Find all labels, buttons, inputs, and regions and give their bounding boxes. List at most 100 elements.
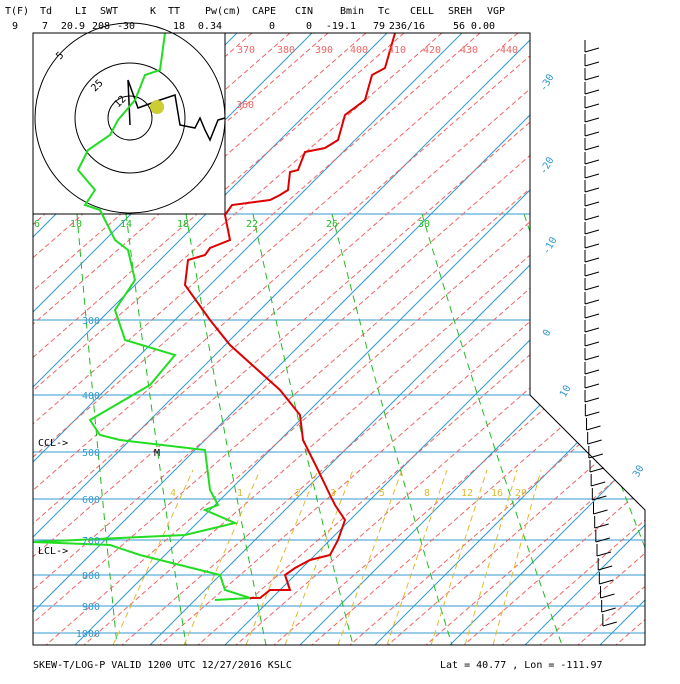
barb-flag — [596, 551, 612, 557]
header-label: Td — [40, 6, 52, 17]
pressure-label: 700 — [82, 536, 100, 547]
header-value: 20.9 — [61, 21, 85, 32]
isotherm — [33, 33, 463, 645]
moist-adiabat — [76, 213, 118, 645]
dry-adiabat — [615, 33, 645, 645]
header-value: 208 — [92, 21, 110, 32]
barb-flag — [584, 355, 600, 361]
dry-adiabat — [501, 33, 645, 645]
dry-adiabat — [159, 33, 645, 645]
barb-flag — [598, 565, 613, 571]
barb-flag — [584, 103, 600, 109]
barb-flag — [584, 173, 600, 179]
barb-flag — [601, 607, 616, 613]
theta-label: 410 — [388, 45, 406, 56]
theta-label: 370 — [237, 45, 255, 56]
moist-adiabat — [421, 213, 563, 645]
barb-flag — [602, 621, 617, 627]
barb-flag — [588, 453, 603, 459]
header-label: Bmin — [340, 6, 364, 17]
dry-adiabat — [33, 33, 405, 645]
barb-flag — [584, 201, 600, 207]
header-label: LI — [75, 6, 87, 17]
barb-flag — [599, 579, 614, 585]
dry-adiabat — [425, 33, 645, 645]
header-value: 56 — [453, 21, 465, 32]
isotherm-label: 30 — [631, 464, 647, 480]
header-label: SWT — [100, 6, 118, 17]
dry-adiabat — [654, 33, 680, 645]
header-label: CAPE — [252, 6, 276, 17]
moist-label: 10 — [70, 219, 82, 230]
header-label: K — [150, 6, 156, 17]
moist-label: 30 — [418, 219, 430, 230]
isotherm — [374, 33, 645, 645]
mixing-line — [430, 469, 488, 645]
pressure-label: 300 — [82, 316, 100, 327]
barb-flag — [584, 61, 600, 67]
isotherm — [33, 33, 388, 645]
header-label: VGP — [487, 6, 505, 17]
barb-flag — [584, 131, 600, 137]
dewpoint-profile — [32, 32, 251, 601]
wind-barbs — [584, 40, 617, 627]
mixing-label: 16 — [491, 488, 503, 499]
isotherm — [149, 33, 645, 645]
moist-adiabat — [252, 213, 354, 645]
barb-flag — [584, 215, 600, 221]
barb-flag — [584, 117, 600, 123]
barb-flag — [584, 383, 600, 389]
dry-adiabat — [83, 33, 645, 645]
mixing-line — [183, 469, 261, 645]
mixing-label: 4 — [170, 488, 176, 499]
theta-label: 440 — [500, 45, 518, 56]
barb-flag — [592, 495, 607, 501]
header-label: Pw(cm) — [205, 6, 241, 17]
header-value: 0.34 — [198, 21, 222, 32]
isotherm-label: -20 — [538, 155, 557, 176]
isotherm — [224, 33, 645, 645]
header-label: Tc — [378, 6, 390, 17]
isotherm-label: 0 — [541, 328, 554, 339]
header-value: 79 — [373, 21, 385, 32]
footer-title: SKEW-T/LOG-P VALID 1200 UTC 12/27/2016 K… — [33, 660, 292, 671]
header-value: 18 — [173, 21, 185, 32]
header-value: 236/16 — [389, 21, 425, 32]
border — [32, 32, 646, 646]
mixing-label: 5 — [379, 488, 385, 499]
dry-adiabat — [33, 33, 443, 645]
barb-flag — [587, 439, 602, 445]
ccl-label: CCL-> — [38, 438, 68, 449]
barb-flag — [584, 299, 600, 305]
mixing-label: 3 — [330, 488, 336, 499]
pressure-label: 800 — [82, 571, 100, 582]
isotherm — [524, 33, 645, 645]
barb-flag — [589, 467, 605, 473]
header-label: CIN — [295, 6, 313, 17]
moist-label: 22 — [246, 219, 258, 230]
barb-flag — [584, 229, 600, 235]
header-label: SREH — [448, 6, 472, 17]
barb-flag — [584, 187, 600, 193]
barb-flag — [585, 411, 600, 417]
dry-adiabat — [33, 33, 367, 645]
header-label: CELL — [410, 6, 434, 17]
dry-adiabat — [33, 33, 519, 645]
theta-label: 390 — [315, 45, 333, 56]
dry-adiabat — [273, 33, 645, 645]
isotherm — [299, 33, 645, 645]
mixing-line — [386, 469, 448, 645]
isotherm — [0, 33, 12, 645]
moist-label: 6 — [34, 219, 40, 230]
hodograph — [34, 22, 226, 214]
dry-adiabat — [463, 33, 645, 645]
header-label: TT — [168, 6, 180, 17]
header-value: 9 — [12, 21, 18, 32]
barb-flag — [584, 89, 600, 95]
lcl-label: LCL-> — [38, 546, 68, 557]
barb-flag — [584, 257, 600, 263]
mixing-line — [464, 469, 518, 645]
barb-flag — [584, 159, 600, 165]
dry-adiabat — [235, 33, 645, 645]
